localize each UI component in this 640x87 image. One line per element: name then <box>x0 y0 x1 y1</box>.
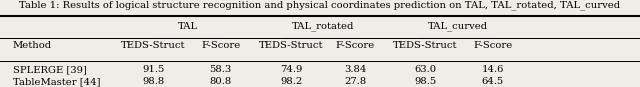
Text: TAL_curved: TAL_curved <box>428 21 488 31</box>
Text: 27.8: 27.8 <box>344 77 366 86</box>
Text: F-Score: F-Score <box>335 41 375 50</box>
Text: 58.3: 58.3 <box>210 65 232 74</box>
Text: F-Score: F-Score <box>473 41 513 50</box>
Text: 98.8: 98.8 <box>143 77 164 86</box>
Text: F-Score: F-Score <box>201 41 241 50</box>
Text: TableMaster [44]: TableMaster [44] <box>13 77 100 86</box>
Text: TEDS-Struct: TEDS-Struct <box>122 41 186 50</box>
Text: SPLERGE [39]: SPLERGE [39] <box>13 65 86 74</box>
Text: 98.2: 98.2 <box>280 77 302 86</box>
Text: Table 1: Results of logical structure recognition and physical coordinates predi: Table 1: Results of logical structure re… <box>19 0 621 10</box>
Text: 91.5: 91.5 <box>143 65 164 74</box>
Text: 14.6: 14.6 <box>482 65 504 74</box>
Text: TAL_rotated: TAL_rotated <box>292 21 355 31</box>
Text: 74.9: 74.9 <box>280 65 302 74</box>
Text: 80.8: 80.8 <box>210 77 232 86</box>
Text: TEDS-Struct: TEDS-Struct <box>394 41 458 50</box>
Text: TAL: TAL <box>177 22 198 31</box>
Text: 98.5: 98.5 <box>415 77 436 86</box>
Text: Method: Method <box>13 41 52 50</box>
Text: 3.84: 3.84 <box>344 65 366 74</box>
Text: TEDS-Struct: TEDS-Struct <box>259 41 323 50</box>
Text: 64.5: 64.5 <box>482 77 504 86</box>
Text: 63.0: 63.0 <box>415 65 436 74</box>
